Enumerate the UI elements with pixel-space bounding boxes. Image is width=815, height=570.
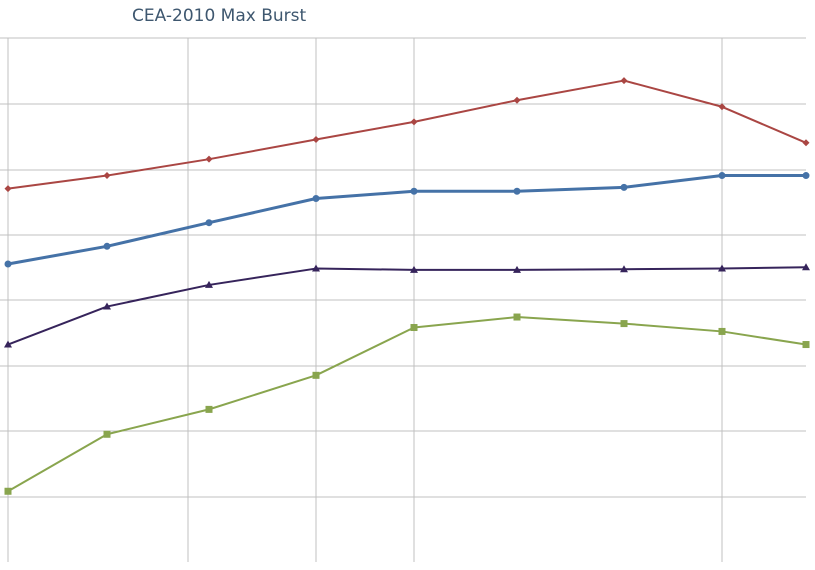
series-1-point-8[interactable] — [802, 172, 810, 180]
series-3-point-6[interactable] — [620, 320, 628, 328]
series-1-point-5[interactable] — [513, 187, 521, 195]
series-2-point-0[interactable] — [4, 340, 12, 348]
series-2-point-3[interactable] — [312, 264, 320, 272]
series-3-point-8[interactable] — [802, 341, 810, 349]
series-1-point-0[interactable] — [4, 260, 12, 268]
series-2-point-7[interactable] — [718, 264, 726, 272]
series-0-point-8[interactable] — [802, 139, 810, 147]
series-1-point-7[interactable] — [718, 172, 726, 180]
series-0-point-5[interactable] — [513, 96, 521, 104]
series-1-point-3[interactable] — [312, 194, 320, 202]
series-1-point-1[interactable] — [103, 242, 111, 250]
series-2-point-2[interactable] — [205, 280, 213, 288]
series-3-point-1[interactable] — [103, 430, 111, 438]
series-0-point-3[interactable] — [312, 136, 320, 144]
series-2-point-4[interactable] — [410, 265, 418, 273]
series-2-point-6[interactable] — [620, 265, 628, 273]
series-layer — [4, 77, 810, 495]
series-line-0[interactable] — [7, 79, 807, 190]
series-1-point-6[interactable] — [620, 183, 628, 191]
series-3-point-5[interactable] — [513, 313, 521, 321]
series-3-point-2[interactable] — [205, 405, 213, 413]
series-0-point-6[interactable] — [620, 77, 628, 85]
chart-title: CEA-2010 Max Burst — [132, 6, 307, 26]
series-line-2[interactable] — [7, 266, 807, 346]
grid-lines — [0, 37, 806, 562]
series-1-point-4[interactable] — [410, 187, 418, 195]
series-0-point-2[interactable] — [205, 155, 213, 163]
series-2-point-1[interactable] — [103, 302, 111, 310]
series-2-point-8[interactable] — [802, 263, 810, 271]
series-line-1[interactable] — [7, 174, 806, 266]
series-2-point-5[interactable] — [513, 265, 521, 273]
series-line-3[interactable] — [7, 316, 807, 493]
series-0-point-1[interactable] — [103, 172, 111, 180]
series-1-point-2[interactable] — [205, 219, 213, 227]
series-0-point-0[interactable] — [4, 185, 12, 193]
series-3-point-0[interactable] — [4, 487, 12, 495]
series-3-point-4[interactable] — [410, 324, 418, 332]
series-3-point-7[interactable] — [718, 327, 726, 335]
series-3-point-3[interactable] — [312, 371, 320, 379]
series-0-point-7[interactable] — [718, 103, 726, 111]
series-0-point-4[interactable] — [410, 118, 418, 126]
